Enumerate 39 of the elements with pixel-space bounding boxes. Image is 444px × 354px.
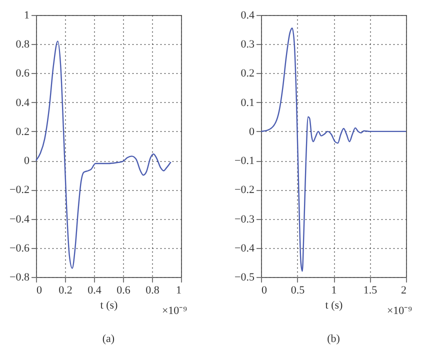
x-tick-label: 0.8 xyxy=(146,284,160,296)
y-tick-label: 0.8 xyxy=(16,38,30,51)
x-tick-label: 0.4 xyxy=(88,284,102,296)
y-tick-label: 0 xyxy=(24,155,30,168)
line-series xyxy=(260,28,407,272)
x-tick-label: 1.5 xyxy=(363,284,378,296)
x-tick-label: 0 xyxy=(262,284,268,296)
y-tick-label: 0.4 xyxy=(240,10,255,22)
x-tick-label: 0.5 xyxy=(290,284,306,296)
x-tick-label: 0 xyxy=(36,284,42,296)
text: (a) xyxy=(102,333,115,345)
y-tick-label: −0.2 xyxy=(10,184,30,196)
y-tick-label: −0.4 xyxy=(234,242,255,254)
y-tick-label: −0.4 xyxy=(10,213,30,226)
y-tick-label: −0.2 xyxy=(234,184,254,196)
y-tick-label: 0.4 xyxy=(16,96,30,109)
y-tick-label: 0 xyxy=(249,126,255,138)
text: (b) xyxy=(327,333,340,345)
x-axis-title: t (s) xyxy=(100,300,118,312)
x-tick-label: 2 xyxy=(401,284,406,296)
y-tick-label: −0.8 xyxy=(10,272,30,284)
y-tick-label: 0.1 xyxy=(240,96,254,109)
x-tick-label: 1 xyxy=(176,284,182,296)
line-series xyxy=(35,40,172,269)
y-tick-label: −0.1 xyxy=(234,155,254,168)
text: ×10⁻⁹ xyxy=(386,305,412,317)
y-tick-label: 0.2 xyxy=(240,68,254,80)
y-tick-label: 1 xyxy=(24,10,30,22)
x-tick-label: 0.2 xyxy=(58,284,72,296)
y-tick-label: 0.3 xyxy=(240,38,255,51)
x-tick-label: 1 xyxy=(331,284,337,296)
y-tick-label: −0.6 xyxy=(10,242,30,254)
y-tick-label: 0.6 xyxy=(16,68,30,80)
y-tick-label: 0.2 xyxy=(16,126,30,138)
x-tick-label: 0.6 xyxy=(116,284,131,296)
y-tick-label: −0.5 xyxy=(234,272,255,284)
text: ×10⁻⁹ xyxy=(162,305,188,317)
x-axis-title: t (s) xyxy=(325,300,344,312)
y-tick-label: −0.3 xyxy=(234,213,255,226)
